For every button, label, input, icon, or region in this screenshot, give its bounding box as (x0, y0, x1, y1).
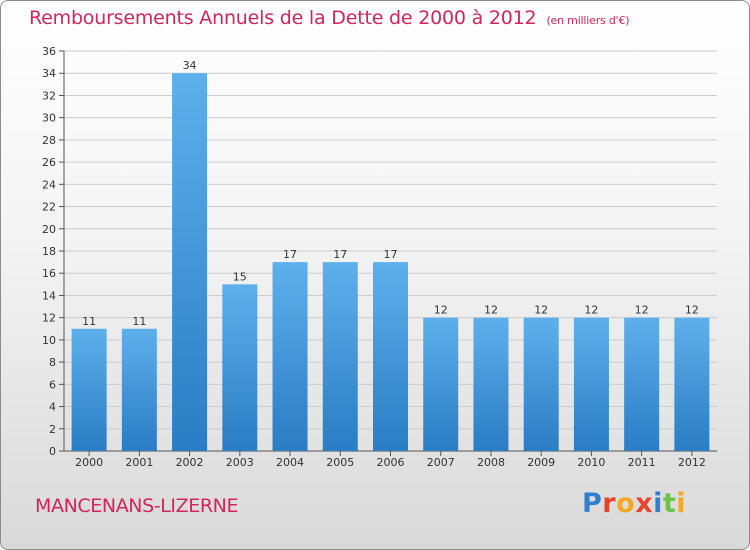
x-tick-label: 2012 (678, 456, 706, 469)
y-tick-label: 10 (42, 334, 56, 347)
y-tick-label: 4 (49, 401, 56, 414)
x-tick-label: 2008 (477, 456, 505, 469)
bar (523, 317, 559, 451)
bar (121, 328, 157, 451)
x-tick-label: 2006 (377, 456, 405, 469)
y-tick-label: 22 (42, 201, 56, 214)
logo-letter: i (653, 488, 663, 519)
x-tick-label: 2000 (75, 456, 103, 469)
y-tick-label: 2 (49, 423, 56, 436)
x-tick-label: 2005 (326, 456, 354, 469)
commune-name: MANCENANS-LIZERNE (35, 495, 239, 517)
data-label: 17 (283, 248, 297, 261)
data-label: 12 (584, 304, 598, 317)
x-tick-label: 2010 (577, 456, 605, 469)
y-tick-label: 36 (42, 45, 56, 58)
logo-letter: o (616, 488, 636, 519)
data-label: 17 (384, 248, 398, 261)
labels: 0246810121416182022242628303234362000112… (42, 45, 706, 469)
bar (624, 317, 660, 451)
bar (222, 284, 258, 451)
data-label: 15 (233, 270, 247, 283)
data-label: 34 (183, 59, 197, 72)
y-tick-label: 6 (49, 378, 56, 391)
y-tick-label: 24 (42, 178, 56, 191)
logo-letter: P (582, 488, 603, 519)
data-label: 11 (82, 315, 96, 328)
logo-letter: r (602, 488, 617, 519)
bar (573, 317, 609, 451)
proxiti-logo: Proxiti (582, 488, 686, 519)
bar (272, 262, 308, 451)
bar (172, 73, 208, 451)
y-tick-label: 8 (49, 356, 56, 369)
bars (71, 73, 710, 451)
logo-letter: t (662, 488, 677, 519)
data-label: 12 (635, 304, 649, 317)
bar (473, 317, 509, 451)
data-label: 11 (132, 315, 146, 328)
data-label: 12 (685, 304, 699, 317)
x-tick-label: 2004 (276, 456, 304, 469)
y-tick-label: 32 (42, 89, 56, 102)
y-tick-label: 12 (42, 312, 56, 325)
bar (322, 262, 358, 451)
y-tick-label: 16 (42, 267, 56, 280)
data-label: 12 (434, 304, 448, 317)
y-tick-label: 26 (42, 156, 56, 169)
bar (373, 262, 408, 451)
chart-title-text: Remboursements Annuels de la Dette de 20… (29, 7, 537, 29)
y-tick-label: 18 (42, 245, 56, 258)
bar (71, 328, 107, 451)
x-tick-label: 2011 (628, 456, 656, 469)
chart-title: Remboursements Annuels de la Dette de 20… (29, 7, 630, 29)
x-tick-label: 2003 (226, 456, 254, 469)
x-tick-label: 2009 (527, 456, 555, 469)
bar (423, 317, 459, 451)
y-tick-label: 30 (42, 112, 56, 125)
x-tick-label: 2007 (427, 456, 455, 469)
data-label: 12 (484, 304, 498, 317)
y-tick-label: 14 (42, 289, 56, 302)
logo-letter: x (635, 488, 654, 519)
y-tick-label: 34 (42, 67, 56, 80)
data-label: 17 (333, 248, 347, 261)
y-tick-label: 20 (42, 223, 56, 236)
bar (674, 317, 710, 451)
x-tick-label: 2002 (176, 456, 204, 469)
y-tick-label: 0 (49, 445, 56, 458)
chart-subtitle: (en milliers d'€) (546, 14, 630, 27)
logo-letter: i (676, 488, 687, 519)
data-label: 12 (534, 304, 548, 317)
y-tick-label: 28 (42, 134, 56, 147)
x-tick-label: 2001 (125, 456, 153, 469)
